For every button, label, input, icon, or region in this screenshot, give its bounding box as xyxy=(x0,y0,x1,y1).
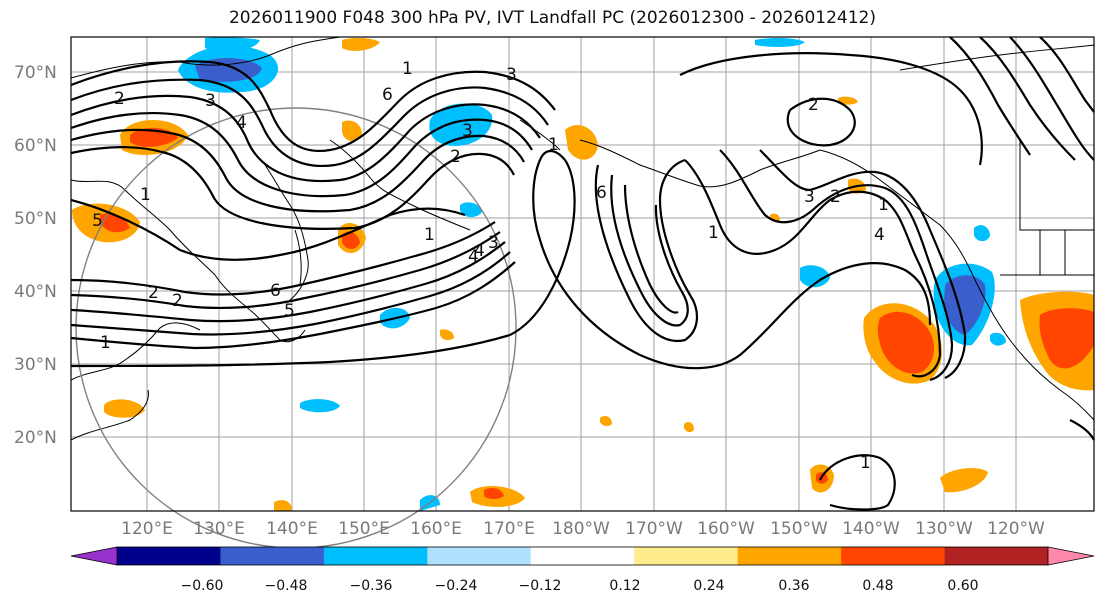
colorbar-tick-label: −0.24 xyxy=(435,578,478,594)
colorbar-tick-label: −0.48 xyxy=(265,578,308,594)
lon-label: 170°W xyxy=(625,519,683,539)
lon-label: 130°E xyxy=(193,519,245,539)
contour-label: 6 xyxy=(596,183,607,203)
contour-label: 6 xyxy=(270,281,281,301)
lon-label: 150°E xyxy=(338,519,390,539)
contour-label: 1 xyxy=(860,453,871,473)
lon-label: 170°E xyxy=(483,519,535,539)
lat-label: 60°N xyxy=(14,136,57,156)
colorbar-swatch xyxy=(220,547,325,565)
colorbar-swatch xyxy=(634,547,739,565)
contour-label: 1 xyxy=(548,135,559,155)
lat-label: 70°N xyxy=(14,63,57,83)
contour-label: 1 xyxy=(402,59,413,79)
contour-label: 3 xyxy=(462,121,473,141)
lon-label: 150°W xyxy=(770,519,828,539)
lon-label: 180°W xyxy=(552,519,610,539)
colorbar-tick-label: −0.60 xyxy=(181,578,224,594)
contour-label: 4 xyxy=(474,241,485,261)
colorbar-tick-label: 0.60 xyxy=(947,578,978,594)
lat-label: 50°N xyxy=(14,209,57,229)
contour-label: 5 xyxy=(284,301,295,321)
lon-label: 120°W xyxy=(987,519,1045,539)
colorbar-ticks: −0.60 −0.48 −0.36 −0.24 −0.12 0.12 0.24 … xyxy=(181,578,979,594)
map-frame xyxy=(70,36,1095,512)
colorbar-tick-label: 0.24 xyxy=(693,578,724,594)
contour-label: 4 xyxy=(874,225,885,245)
contour-label: 2 xyxy=(148,283,159,303)
colorbar-tick-label: 0.48 xyxy=(862,578,893,594)
contour-label: 5 xyxy=(92,211,103,231)
contour-label: 1 xyxy=(100,333,111,353)
contour-label: 2 xyxy=(172,291,183,311)
lat-label: 30°N xyxy=(14,355,57,375)
contour-label: 3 xyxy=(488,233,499,253)
contour-label: 4 xyxy=(236,113,247,133)
colorbar-extend-high xyxy=(1048,547,1094,565)
lon-label: 140°E xyxy=(266,519,318,539)
colorbar-swatch xyxy=(530,547,635,565)
contour-labels: 1 2 3 4 5 6 1 2 3 1 2 3 4 5 6 1 2 3 4 6 … xyxy=(92,59,889,473)
pv-contours xyxy=(70,36,1095,511)
longitude-labels: 120°E 130°E 140°E 150°E 160°E 170°E 180°… xyxy=(121,519,1045,539)
contour-label: 1 xyxy=(708,223,719,243)
contour-label: 4 xyxy=(468,247,479,267)
plot-title: 2026011900 F048 300 hPa PV, IVT Landfall… xyxy=(228,8,876,28)
contour-label: 3 xyxy=(506,65,517,85)
colorbar-extend-low xyxy=(71,547,117,565)
colorbar-swatch xyxy=(944,547,1049,565)
colorbar-tick-label: 0.36 xyxy=(778,578,809,594)
contour-label: 2 xyxy=(808,95,819,115)
colorbar-tick-label: −0.12 xyxy=(519,578,562,594)
lon-label: 130°W xyxy=(915,519,973,539)
latitude-labels: 70°N 60°N 50°N 40°N 30°N 20°N xyxy=(14,63,57,448)
colorbar-outline-arrows xyxy=(70,546,118,566)
colorbar-tick-label: 0.12 xyxy=(609,578,640,594)
lon-label: 160°E xyxy=(410,519,462,539)
lon-label: 160°W xyxy=(697,519,755,539)
lat-label: 20°N xyxy=(14,428,57,448)
coastlines xyxy=(70,36,1095,441)
contour-label: 2 xyxy=(114,89,125,109)
colorbar-swatch xyxy=(323,547,428,565)
colorbar-swatch xyxy=(737,547,842,565)
colorbar-swatch xyxy=(841,547,946,565)
colorbar: −0.60 −0.48 −0.36 −0.24 −0.12 0.12 0.24 … xyxy=(70,546,1095,594)
graticule xyxy=(71,37,1094,511)
lon-label: 140°W xyxy=(842,519,900,539)
contour-label: 2 xyxy=(450,147,461,167)
contour-label: 1 xyxy=(878,195,889,215)
contour-label: 2 xyxy=(830,187,841,207)
colorbar-swatch xyxy=(427,547,532,565)
colorbar-outline xyxy=(116,546,1049,566)
lat-label: 40°N xyxy=(14,282,57,302)
contour-label: 1 xyxy=(140,185,151,205)
contour-label: 1 xyxy=(424,225,435,245)
contour-label: 3 xyxy=(804,187,815,207)
colorbar-swatches xyxy=(117,547,1049,565)
colorbar-outline-arrows xyxy=(1047,546,1095,566)
colorbar-tick-label: −0.36 xyxy=(350,578,393,594)
lon-label: 120°E xyxy=(121,519,173,539)
contour-label: 3 xyxy=(205,91,216,111)
colorbar-swatch xyxy=(117,547,221,565)
contour-label: 6 xyxy=(382,85,393,105)
